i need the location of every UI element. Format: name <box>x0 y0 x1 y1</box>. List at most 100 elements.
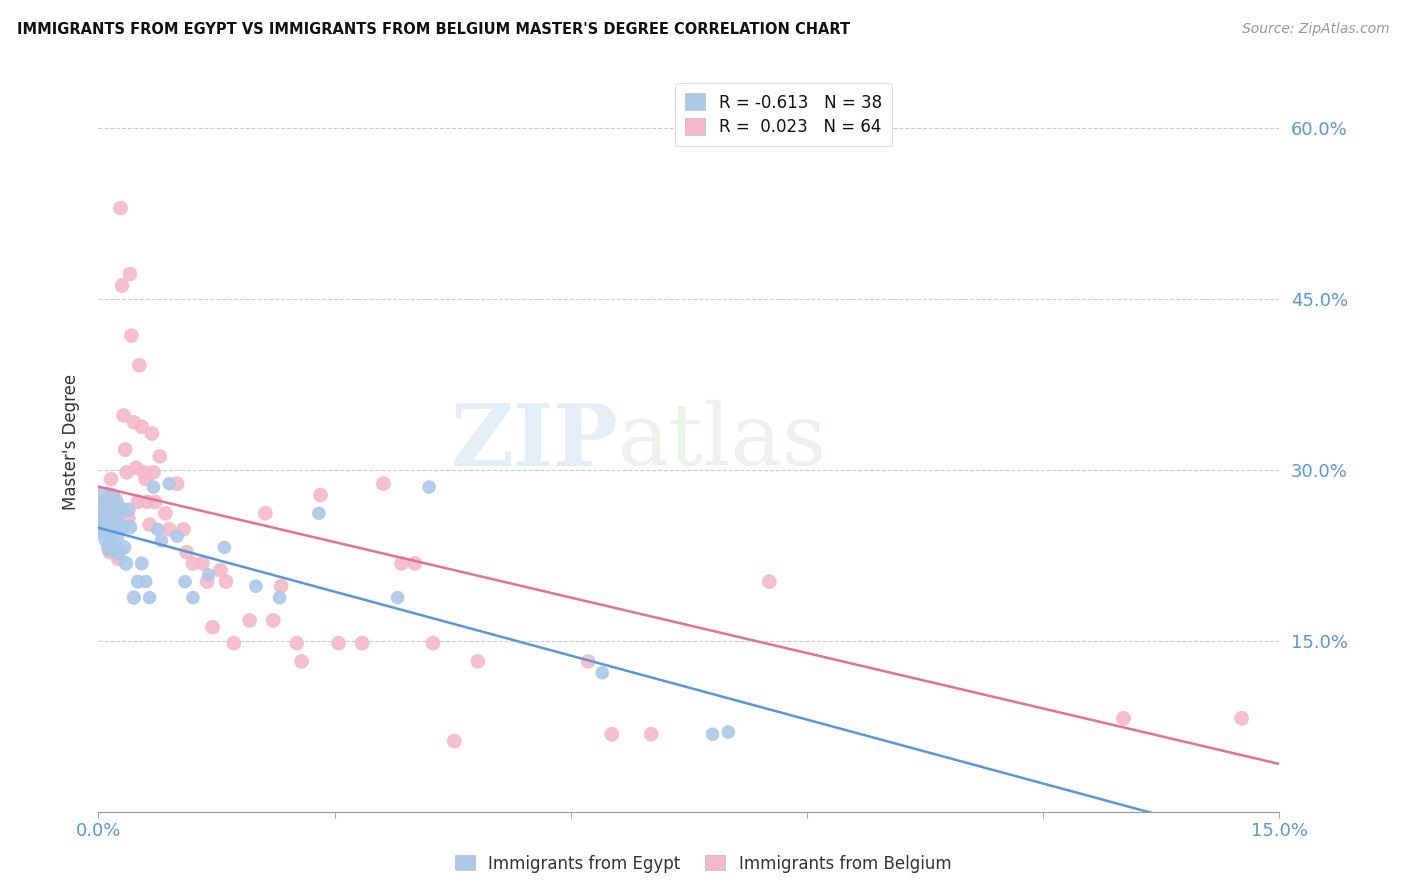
Point <box>117 511 139 525</box>
Point <box>110 201 132 215</box>
Point <box>150 533 173 548</box>
Text: Source: ZipAtlas.com: Source: ZipAtlas.com <box>1241 22 1389 37</box>
Point <box>101 503 124 517</box>
Point <box>576 654 599 668</box>
Point <box>93 517 115 532</box>
Point <box>96 500 118 514</box>
Point <box>122 415 145 429</box>
Text: atlas: atlas <box>619 400 827 483</box>
Point <box>121 328 143 343</box>
Point <box>239 613 262 627</box>
Point <box>308 506 330 520</box>
Point <box>127 574 149 589</box>
Point <box>104 529 127 543</box>
Point <box>135 574 157 589</box>
Point <box>328 636 350 650</box>
Point <box>131 557 153 571</box>
Point <box>270 579 292 593</box>
Point <box>103 514 125 528</box>
Point <box>1112 711 1135 725</box>
Point <box>391 557 413 571</box>
Point <box>143 495 166 509</box>
Point <box>128 358 150 372</box>
Point <box>215 574 238 589</box>
Point <box>214 541 236 555</box>
Y-axis label: Master's Degree: Master's Degree <box>62 374 80 509</box>
Point <box>404 557 426 571</box>
Point <box>195 574 218 589</box>
Point <box>122 591 145 605</box>
Point <box>142 465 165 479</box>
Point <box>373 476 395 491</box>
Point <box>155 506 177 520</box>
Point <box>418 480 440 494</box>
Point <box>112 409 135 423</box>
Point <box>131 419 153 434</box>
Point <box>115 465 138 479</box>
Point <box>269 591 291 605</box>
Point <box>172 522 194 536</box>
Point <box>443 734 465 748</box>
Point <box>97 508 120 523</box>
Point <box>104 511 127 525</box>
Point <box>181 591 204 605</box>
Point <box>110 503 132 517</box>
Point <box>254 506 277 520</box>
Point <box>157 522 180 536</box>
Point <box>117 503 139 517</box>
Point <box>98 541 121 555</box>
Point <box>107 545 129 559</box>
Point <box>1230 711 1253 725</box>
Point <box>132 465 155 479</box>
Point <box>93 495 115 509</box>
Point <box>285 636 308 650</box>
Point <box>111 520 134 534</box>
Point <box>149 450 172 464</box>
Point <box>467 654 489 668</box>
Point <box>717 725 740 739</box>
Point <box>114 442 136 457</box>
Point <box>118 520 141 534</box>
Point <box>166 529 188 543</box>
Point <box>138 517 160 532</box>
Legend: Immigrants from Egypt, Immigrants from Belgium: Immigrants from Egypt, Immigrants from B… <box>449 848 957 880</box>
Point <box>138 591 160 605</box>
Point <box>103 500 125 514</box>
Point <box>166 476 188 491</box>
Point <box>262 613 284 627</box>
Point <box>422 636 444 650</box>
Point <box>191 557 214 571</box>
Point <box>157 476 180 491</box>
Legend: R = -0.613   N = 38, R =  0.023   N = 64: R = -0.613 N = 38, R = 0.023 N = 64 <box>675 83 891 146</box>
Point <box>146 522 169 536</box>
Point <box>290 654 312 668</box>
Point <box>209 563 232 577</box>
Point <box>591 665 613 680</box>
Text: IMMIGRANTS FROM EGYPT VS IMMIGRANTS FROM BELGIUM MASTER'S DEGREE CORRELATION CHA: IMMIGRANTS FROM EGYPT VS IMMIGRANTS FROM… <box>17 22 851 37</box>
Point <box>758 574 780 589</box>
Point <box>387 591 409 605</box>
Point <box>125 460 148 475</box>
Point <box>97 520 120 534</box>
Point <box>127 495 149 509</box>
Point <box>174 574 197 589</box>
Point <box>201 620 224 634</box>
Point <box>222 636 245 650</box>
Point <box>118 267 141 281</box>
Point <box>702 727 724 741</box>
Point <box>101 488 124 502</box>
Point <box>135 472 157 486</box>
Point <box>142 480 165 494</box>
Point <box>100 472 122 486</box>
Point <box>600 727 623 741</box>
Point <box>136 495 159 509</box>
Point <box>98 545 121 559</box>
Point <box>115 557 138 571</box>
Point <box>111 278 134 293</box>
Point <box>107 552 129 566</box>
Point <box>93 500 115 514</box>
Point <box>176 545 198 559</box>
Point <box>352 636 374 650</box>
Point <box>197 567 219 582</box>
Point <box>718 119 741 133</box>
